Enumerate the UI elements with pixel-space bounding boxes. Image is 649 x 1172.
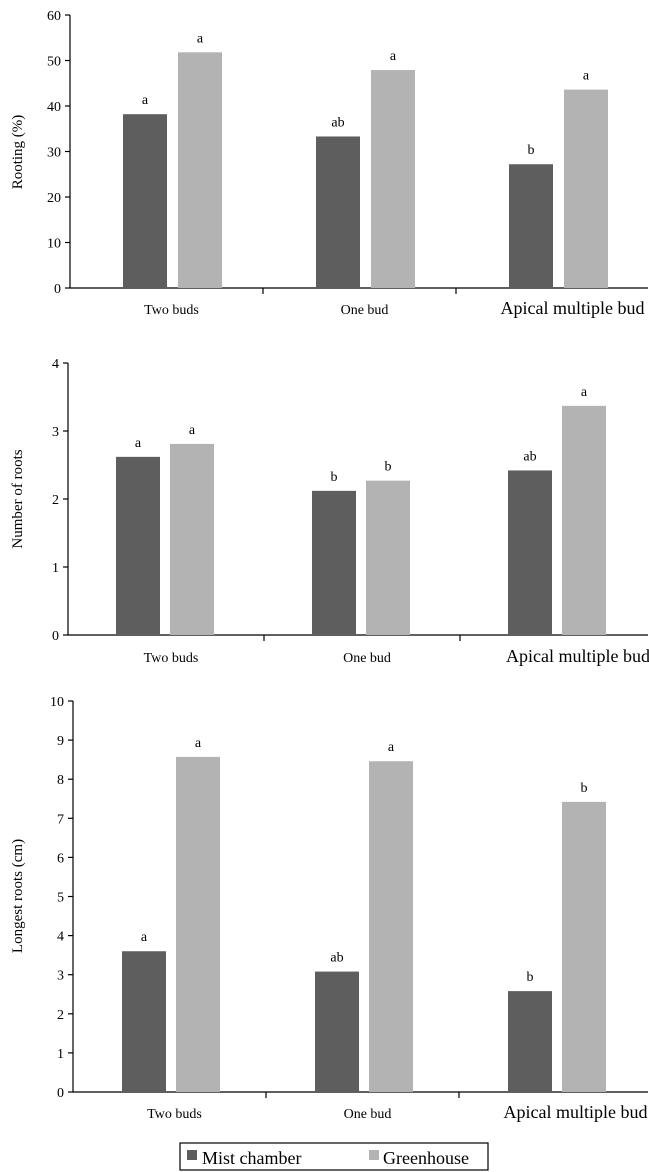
y-tick-label: 0 [52,629,59,644]
bar-greenhouse-apical-multiple-bud [564,89,608,289]
y-tick-label: 5 [57,891,64,906]
x-category-label: Apical multiple bud [504,1102,648,1122]
y-tick-label: 8 [57,773,64,788]
y-tick-label: 3 [57,969,64,984]
y-tick-label: 0 [57,1086,64,1101]
x-category-label: Apical multiple bud [506,646,649,666]
bar-significance-label: a [197,31,204,46]
y-axis-label: Longest roots (cm) [10,839,26,953]
y-axis-label: Number of roots [10,449,26,548]
y-tick-label: 4 [52,357,59,372]
x-category-label: One bud [343,651,391,666]
y-tick-label: 10 [50,695,64,710]
legend-swatch-greenhouse [369,1150,379,1160]
bar-significance-label: b [581,781,588,796]
y-tick-label: 20 [47,191,61,206]
bar-significance-label: ab [523,449,536,464]
y-tick-label: 2 [57,1008,64,1023]
y-tick-label: 40 [47,100,61,115]
bar-mist-chamber-apical-multiple-bud [508,470,552,635]
longest-roots-chart-panel: 0 1 2 3 4 5 6 7 8 9 10 Longest roots (cm) a a Two buds… [10,695,648,1122]
y-axis-label: Rooting (%) [10,115,26,190]
bar-greenhouse-two-buds [176,756,220,1092]
bar-mist-chamber-two-buds [122,951,166,1092]
bar-significance-label: a [195,736,202,751]
bar-mist-chamber-one-bud [312,490,356,635]
y-tick-label: 0 [54,282,61,297]
bar-significance-label: ab [331,115,344,130]
bar-significance-label: b [528,143,535,158]
bar-greenhouse-one-bud [371,70,415,289]
bar-greenhouse-two-buds [170,443,214,635]
y-tick-label: 7 [57,812,64,827]
bar-greenhouse-apical-multiple-bud [562,405,606,635]
legend-label-greenhouse: Greenhouse [383,1148,469,1168]
x-category-label: Two buds [147,1107,202,1122]
y-tick-label: 60 [47,9,61,24]
x-category-label: Two buds [144,303,199,318]
bar-significance-label: a [583,69,590,84]
bar-significance-label: a [581,385,588,400]
bar-significance-label: a [189,423,196,438]
y-tick-label: 4 [57,930,64,945]
y-tick-label: 1 [57,1047,64,1062]
bar-significance-label: b [527,970,534,985]
x-category-label: One bud [341,303,389,318]
bar-mist-chamber-apical-multiple-bud [509,164,553,288]
legend-box [179,1142,489,1171]
y-tick-label: 3 [52,425,59,440]
y-tick-label: 10 [47,237,61,252]
y-tick-label: 50 [47,55,61,70]
bar-significance-label: a [142,93,149,108]
bar-significance-label: b [331,470,338,485]
bar-significance-label: a [135,436,142,451]
x-category-label: One bud [344,1107,392,1122]
x-category-label: Two buds [144,651,199,666]
y-tick-label: 1 [52,561,59,576]
bar-mist-chamber-two-buds [116,456,160,635]
bar-significance-label: ab [330,951,343,966]
y-tick-label: 9 [57,734,64,749]
y-tick-label: 30 [47,146,61,161]
bar-mist-chamber-one-bud [316,136,360,288]
bar-greenhouse-one-bud [369,761,413,1092]
bar-significance-label: a [141,930,148,945]
bar-greenhouse-two-buds [178,52,222,289]
legend-label-mist-chamber: Mist chamber [202,1148,301,1168]
bar-significance-label: a [388,740,395,755]
y-tick-label: 2 [52,493,59,508]
bar-mist-chamber-two-buds [123,114,167,288]
bar-mist-chamber-one-bud [315,971,359,1092]
chart-legend: Mist chamber Greenhouse [179,1142,489,1171]
bar-greenhouse-apical-multiple-bud [562,801,606,1092]
number-of-roots-chart-panel: 0 1 2 3 4 Number of roots a a Two buds b b One bud a… [10,357,649,666]
y-tick-label: 6 [57,851,64,866]
legend-swatch-mist-chamber [187,1150,197,1160]
x-category-label: Apical multiple bud [501,298,645,318]
bar-mist-chamber-apical-multiple-bud [508,991,552,1092]
bar-greenhouse-one-bud [366,480,410,635]
bar-significance-label: a [390,49,397,64]
bar-significance-label: b [385,460,392,475]
